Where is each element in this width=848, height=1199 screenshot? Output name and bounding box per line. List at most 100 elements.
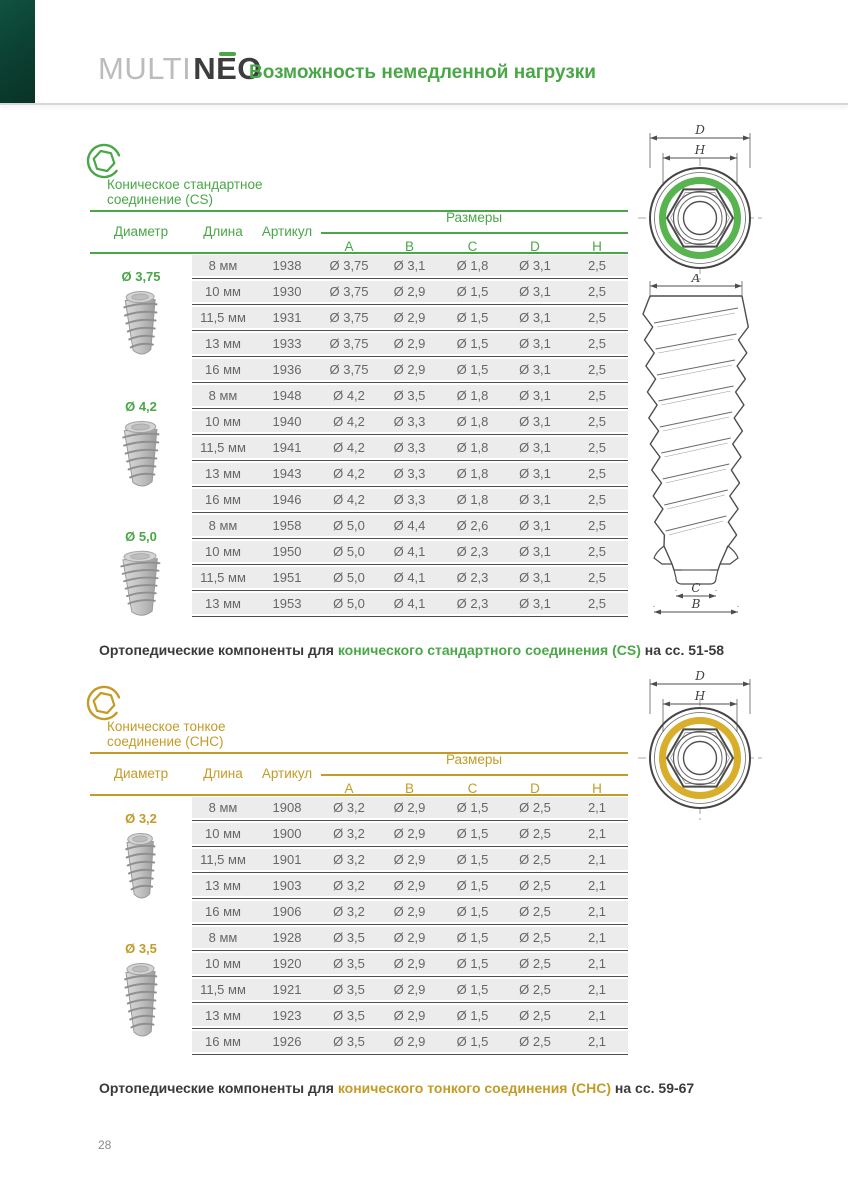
row-separator (192, 406, 628, 411)
cell: Ø 3,1 (519, 466, 551, 481)
cell: Ø 3,1 (393, 258, 426, 273)
implant-render (123, 963, 158, 1037)
table-top-rule (90, 752, 628, 754)
table-row: 16 мм 1946 Ø 4,2 Ø 3,3 Ø 1,8 Ø 3,1 2,5 (192, 489, 628, 510)
table-row: 10 мм 1950 Ø 5,0 Ø 4,1 Ø 2,3 Ø 3,1 2,5 (192, 541, 628, 562)
table-row: 8 мм 1908 Ø 3,2 Ø 2,9 Ø 1,5 Ø 2,5 2,1 (192, 797, 628, 818)
page-tagline: Возможность немедленной нагрузки (249, 62, 596, 83)
cell: Ø 1,5 (456, 336, 489, 351)
cell: 2,5 (587, 362, 607, 377)
cell: Ø 2,9 (393, 362, 426, 377)
cell: Ø 2,3 (456, 596, 489, 611)
row-separator (192, 1026, 628, 1031)
cell: 11,5 мм (200, 440, 246, 455)
cell: 1948 (272, 388, 302, 403)
table-row: 8 мм 1958 Ø 5,0 Ø 4,4 Ø 2,6 Ø 3,1 2,5 (192, 515, 628, 536)
cell: 2,5 (587, 388, 607, 403)
size-col-A: A (344, 239, 354, 254)
cell: 1943 (272, 466, 302, 481)
size-col-C: C (467, 239, 478, 254)
table-row: 10 мм 1940 Ø 4,2 Ø 3,3 Ø 1,8 Ø 3,1 2,5 (192, 411, 628, 432)
implant-render (122, 290, 159, 355)
diameter-label: Ø 3,5 (125, 941, 157, 956)
cell: Ø 3,5 (333, 930, 365, 945)
cell: Ø 3,1 (519, 596, 551, 611)
cell: Ø 2,9 (393, 310, 426, 325)
diameter-cell: Ø 5,0 (90, 515, 192, 619)
cell: Ø 2,5 (519, 1008, 551, 1023)
logo-multi: MULTI (98, 51, 192, 86)
cell: Ø 3,2 (333, 852, 365, 867)
cell: 1958 (272, 518, 302, 533)
side-view-drawing-implant: C B A (642, 271, 807, 629)
section-icon (83, 142, 127, 186)
cell: 1906 (272, 904, 302, 919)
table-row: 8 мм 1928 Ø 3,5 Ø 2,9 Ø 1,5 Ø 2,5 2,1 (192, 927, 628, 948)
cell: Ø 3,5 (333, 956, 365, 971)
size-col-D: D (530, 239, 540, 254)
cell: 13 мм (205, 878, 241, 893)
table-row: 13 мм 1943 Ø 4,2 Ø 3,3 Ø 1,8 Ø 3,1 2,5 (192, 463, 628, 484)
cell: 2,5 (587, 440, 607, 455)
section-title: Коническое стандартное соединение (CS) (107, 177, 263, 207)
size-col-C: C (467, 781, 478, 796)
top-view-drawing-chc: D H (624, 668, 776, 833)
cell: Ø 1,5 (456, 800, 489, 815)
cell: Ø 3,5 (333, 1008, 365, 1023)
table-row: 11,5 мм 1901 Ø 3,2 Ø 2,9 Ø 1,5 Ø 2,5 2,1 (192, 849, 628, 870)
cell: 16 мм (205, 362, 241, 377)
page-number: 28 (98, 1138, 112, 1152)
cell: Ø 2,5 (519, 800, 551, 815)
cell: Ø 2,6 (456, 518, 489, 533)
cell: 2,1 (587, 800, 607, 815)
brand-logo: MULTINEO (98, 52, 262, 86)
cell: 10 мм (205, 544, 241, 559)
cell: Ø 3,3 (393, 492, 426, 507)
cell: Ø 1,5 (456, 904, 489, 919)
cell: 2,5 (587, 518, 607, 533)
cell: Ø 3,1 (519, 362, 551, 377)
dimension-label: A (691, 274, 701, 285)
cell: Ø 3,1 (519, 284, 551, 299)
cell: Ø 2,5 (519, 982, 551, 997)
cell: 11,5 мм (200, 310, 246, 325)
table-top-rule (90, 210, 628, 212)
size-col-B: B (404, 239, 414, 254)
cell: Ø 5,0 (333, 570, 365, 585)
cell: Ø 2,5 (519, 826, 551, 841)
header-divider (0, 103, 848, 105)
cell: 1938 (272, 258, 302, 273)
size-col-A: A (344, 781, 354, 796)
cell: Ø 2,5 (519, 1034, 551, 1049)
cell: 2,1 (587, 878, 607, 893)
cell: 1926 (272, 1034, 302, 1049)
cell: 13 мм (205, 336, 241, 351)
cell: Ø 2,9 (393, 800, 426, 815)
cell: Ø 5,0 (333, 518, 365, 533)
cell: Ø 3,2 (333, 878, 365, 893)
corner-accent-strip (0, 0, 35, 103)
cell: Ø 3,1 (519, 336, 551, 351)
cell: Ø 2,9 (393, 852, 426, 867)
diameter-group: Ø 3,5 8 мм 1928 Ø 3,5 Ø 2,9 Ø 1,5 Ø 2,5 2,1 10 … (90, 927, 628, 1057)
cell: Ø 1,5 (456, 982, 489, 997)
cell: Ø 1,5 (456, 956, 489, 971)
cell: Ø 3,3 (393, 440, 426, 455)
cell: 2,5 (587, 544, 607, 559)
cell: 2,5 (587, 336, 607, 351)
cell: Ø 1,5 (456, 284, 489, 299)
cell: Ø 5,0 (333, 596, 365, 611)
cell: 2,1 (587, 1034, 607, 1049)
cell: Ø 2,5 (519, 930, 551, 945)
table-row: 11,5 мм 1941 Ø 4,2 Ø 3,3 Ø 1,8 Ø 3,1 2,5 (192, 437, 628, 458)
cell: 1940 (272, 414, 302, 429)
table-row: 13 мм 1953 Ø 5,0 Ø 4,1 Ø 2,3 Ø 3,1 2,5 (192, 593, 628, 614)
cell: 11,5 мм (200, 852, 246, 867)
table-row: 10 мм 1900 Ø 3,2 Ø 2,9 Ø 1,5 Ø 2,5 2,1 (192, 823, 628, 844)
cell: 1908 (272, 800, 302, 815)
cell: 2,1 (587, 904, 607, 919)
cell: Ø 3,75 (329, 362, 369, 377)
diameter-group: Ø 4,2 8 мм 1948 Ø 4,2 Ø 3,5 Ø 1,8 Ø 3,1 2,5 10 … (90, 385, 628, 515)
row-separator (192, 588, 628, 593)
cell: 1921 (272, 982, 302, 997)
